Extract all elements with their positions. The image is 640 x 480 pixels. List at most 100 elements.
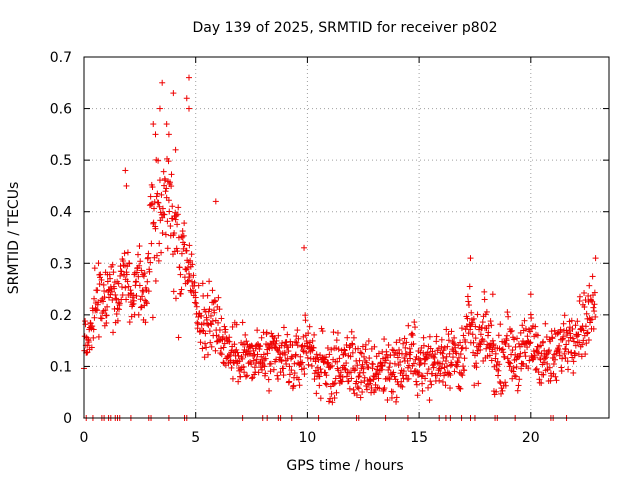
data-point [335,346,342,353]
data-point [580,337,587,344]
data-point [212,347,219,354]
data-point [334,358,341,365]
data-point [429,348,436,355]
data-point [220,344,227,351]
data-point [546,364,553,371]
data-point [461,367,468,374]
data-point [582,323,589,330]
data-point [572,322,579,329]
data-point [517,350,524,357]
data-point [470,339,477,346]
data-point [139,293,146,300]
data-point [292,338,299,345]
data-point [439,360,446,367]
data-point [265,344,272,351]
data-point [235,352,242,359]
data-point [312,358,319,365]
data-point [357,394,364,401]
data-point [165,197,172,204]
data-point [353,378,360,385]
data-point [459,372,466,379]
data-point [585,337,592,344]
data-point [158,191,165,198]
data-point [410,360,417,367]
data-point [569,335,576,342]
data-point [522,353,529,360]
data-point [249,343,256,350]
data-point [502,379,509,386]
data-point [218,345,225,352]
data-point [562,354,569,361]
data-point [486,352,493,359]
data-point [177,271,184,278]
data-point [413,381,420,388]
data-point [477,331,484,338]
data-point [446,370,453,377]
data-point [186,274,193,281]
data-point [540,359,547,366]
data-point [116,300,123,307]
data-point [586,282,593,289]
data-point [361,353,367,360]
data-point [429,370,436,377]
data-point [433,372,440,379]
data-point [348,375,355,382]
data-point [322,380,329,387]
data-point [527,328,534,335]
data-point [229,375,236,382]
data-point [222,326,229,333]
data-point [466,302,472,309]
data-point [534,332,541,339]
data-point [226,338,233,345]
data-point [193,303,200,310]
data-point [299,347,306,354]
data-point [219,334,226,341]
chart-title: Day 139 of 2025, SRMTID for receiver p80… [192,20,497,36]
data-point [366,355,373,362]
data-point [226,352,233,359]
data-point [329,399,336,406]
data-point [130,292,137,299]
data-point [457,351,464,358]
data-point [588,297,595,304]
data-point [249,374,256,381]
data-point [445,337,452,344]
data-point [524,344,531,351]
data-point [286,363,293,370]
data-point [90,326,97,333]
data-point [334,329,341,336]
data-point [124,249,131,256]
data-point [546,347,553,354]
data-point [457,339,464,346]
data-point [204,292,211,299]
data-point [535,349,542,356]
data-point [526,357,533,364]
data-point [385,375,392,382]
data-point [355,385,362,392]
data-point [507,360,514,367]
data-point [183,247,190,254]
data-point [267,360,274,367]
data-point [201,354,208,361]
data-point [399,383,406,390]
data-point [398,378,405,385]
data-point [281,342,288,349]
data-point [591,308,598,315]
data-point [500,349,507,356]
data-point [147,259,154,266]
data-point [463,345,470,352]
data-point [489,346,496,353]
data-point [209,318,216,325]
data-point [516,353,523,360]
data-point [199,345,206,352]
data-point [528,315,535,322]
data-point [103,312,110,319]
data-point [203,344,210,351]
data-point [261,363,268,370]
data-point [504,355,511,362]
data-point [124,278,131,285]
data-point [451,334,458,341]
data-point [515,382,522,389]
data-point [480,357,487,364]
data-point [488,357,495,364]
